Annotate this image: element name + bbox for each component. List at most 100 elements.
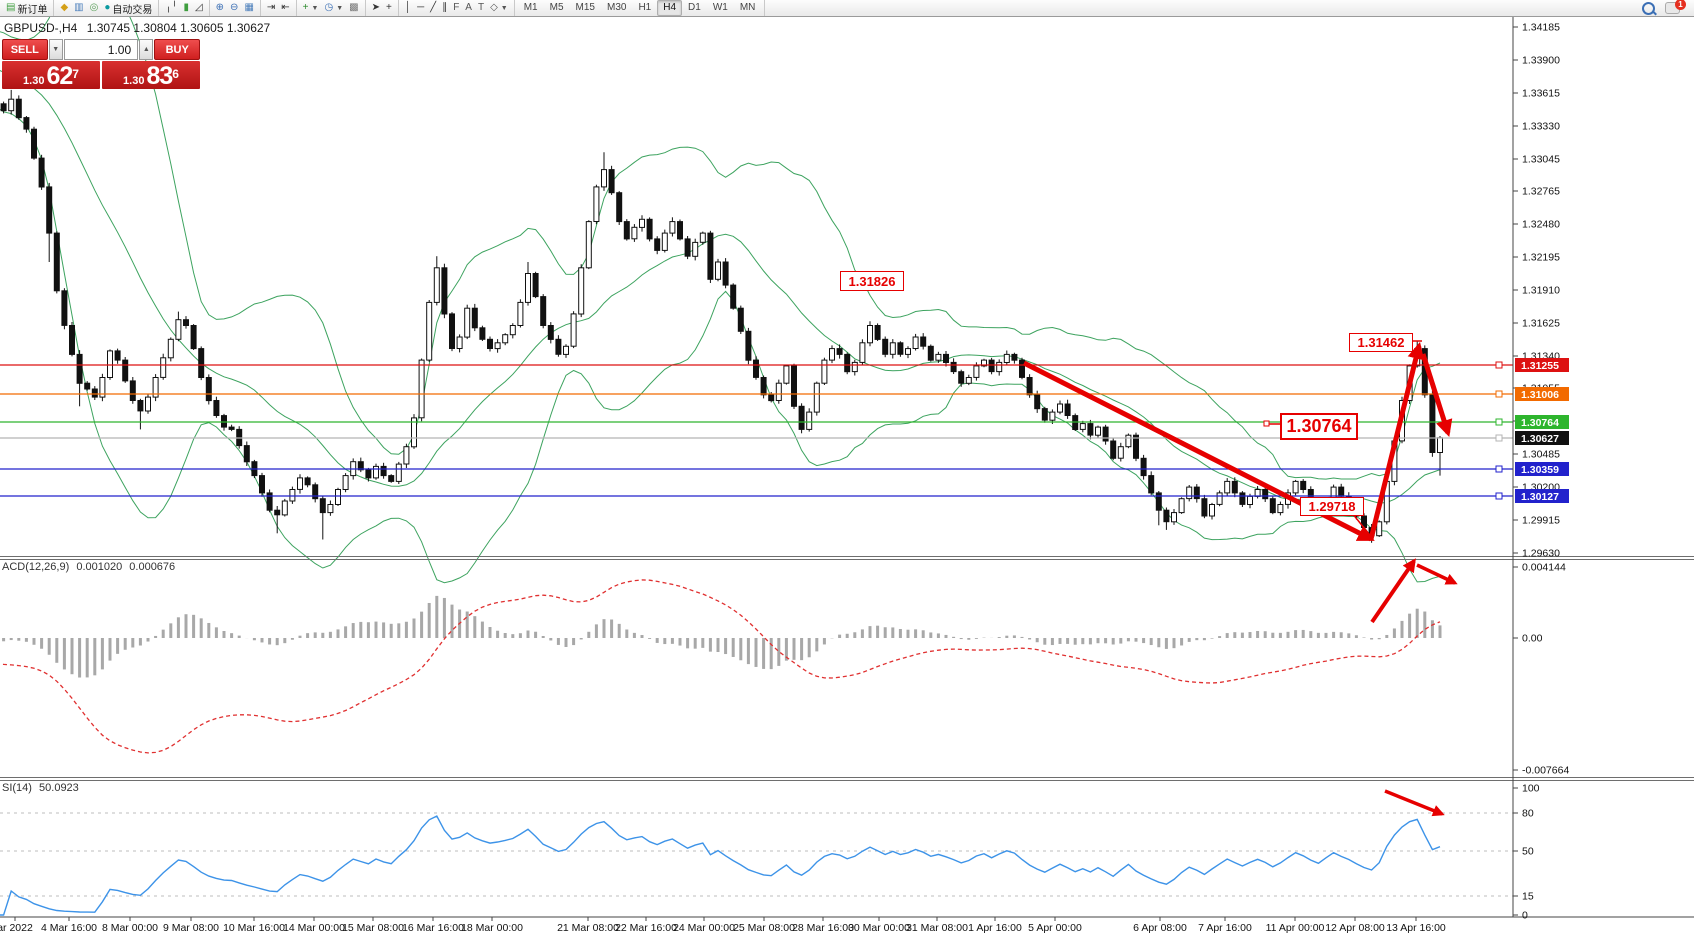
pane-separator (0, 559, 1694, 560)
label-icon[interactable]: T (475, 1, 487, 15)
price-annotation-1-29718[interactable]: 1.29718 (1300, 497, 1364, 516)
autotrade-button[interactable]: ● 自动交易 (101, 1, 155, 16)
timeframe-mn[interactable]: MN (739, 2, 756, 13)
macd-axis-label: 0.00 (1522, 633, 1543, 645)
new-order-button[interactable]: ▤ 新订单 (3, 1, 50, 16)
volume-decrease-button[interactable]: ▼ (48, 39, 63, 60)
axis-price-box (1515, 358, 1569, 372)
timeframe-w1[interactable]: W1 (712, 2, 728, 13)
macd-axis-label: 0.004144 (1522, 562, 1566, 574)
zoom-out-icon[interactable]: ⊖ (227, 1, 241, 15)
crosshair-icon[interactable]: + (383, 1, 395, 15)
timeframe-toolbar: M1 M5 M15 M30 H1 H4 D1 W1 MN (515, 0, 766, 16)
candlestick-series (0, 89, 1443, 543)
macd-signal-value: 0.000676 (129, 561, 176, 573)
x-axis-label: 5 Apr 00:00 (1028, 922, 1082, 934)
notification-badge: 1 (1675, 0, 1686, 10)
timeframe-h1[interactable]: H1 (638, 2, 652, 13)
sell-button[interactable]: SELL (2, 39, 48, 60)
indicators-icon[interactable]: + ▼ (300, 1, 322, 15)
toolbar-right: 1 (1642, 0, 1694, 15)
search-icon[interactable] (1642, 1, 1655, 15)
text-icon[interactable]: A (462, 1, 475, 15)
y-axis-label: 1.29915 (1522, 515, 1560, 527)
chart-shift-icon: ⇤ (281, 2, 290, 13)
macd-name: ACD(12,26,9) (2, 561, 70, 573)
axis-price-box (1515, 431, 1569, 445)
y-axis-label: 1.29630 (1522, 548, 1560, 560)
price-annotation-1-30764[interactable]: 1.30764 (1280, 413, 1358, 440)
x-axis-label: 12 Apr 08:00 (1325, 922, 1385, 934)
chat-icon[interactable]: 1 (1665, 0, 1686, 14)
volume-increase-button[interactable]: ▲ (139, 39, 154, 60)
timeframe-m5[interactable]: M5 (549, 2, 564, 13)
volume-input[interactable]: 1.00 (63, 39, 139, 60)
pane-separator (0, 556, 1694, 557)
x-axis-label: 6 Apr 08:00 (1133, 922, 1187, 934)
sell-price-display[interactable]: 1.30 62 7 (2, 61, 100, 89)
buy-price-display[interactable]: 1.30 83 6 (102, 61, 200, 89)
chart-shift-icon[interactable]: ⇤ (278, 1, 292, 15)
rsi-name: SI(14) (2, 782, 32, 794)
y-axis-label: 1.34185 (1522, 22, 1560, 34)
x-axis-label: 28 Mar 16:00 (792, 922, 854, 934)
timeframe-h4[interactable]: H4 (657, 0, 683, 16)
toolbar-group: ⇥ ⇤ (261, 0, 297, 16)
text-icon: A (465, 2, 472, 13)
price-line-handle (1495, 434, 1503, 442)
price-line-handle (1495, 418, 1503, 426)
buy-button[interactable]: BUY (154, 39, 200, 60)
toolbox-icon[interactable]: ◆ (57, 1, 71, 15)
cursor-icon[interactable]: ➤ (369, 1, 383, 15)
x-axis-label: 11 Apr 00:00 (1266, 922, 1325, 934)
autotrade-button-label: 自动交易 (112, 4, 153, 16)
buy-price-pips: 83 (146, 62, 173, 90)
tile-windows-icon[interactable]: ▦ (241, 1, 256, 15)
line-chart-icon[interactable]: ◿ (192, 1, 206, 15)
macd-signal-line (0, 579, 1441, 754)
axis-price-box-label: 1.31006 (1521, 389, 1559, 401)
x-axis-label: 14 Mar 00:00 (283, 922, 345, 934)
x-axis-label: 21 Mar 08:00 (557, 922, 619, 934)
timeframe-m15[interactable]: M15 (575, 2, 595, 13)
trendline-icon[interactable]: ╱ (427, 1, 439, 15)
pane-separator (0, 780, 1694, 781)
line-chart-icon: ◿ (194, 2, 203, 13)
symbol-period-label: GBPUSD-,H4 (4, 21, 78, 35)
sell-price-point: 7 (72, 67, 79, 81)
zoom-in-icon[interactable]: ⊕ (213, 1, 227, 15)
timeframe-m30[interactable]: M30 (606, 2, 627, 13)
macd-arrow (1370, 558, 1416, 624)
bar-chart-icon[interactable]: ╷╵ (162, 1, 180, 15)
hline-icon[interactable]: ─ (414, 1, 427, 15)
axis-price-box (1515, 415, 1569, 429)
price-annotation-1-31462[interactable]: 1.31462 (1349, 333, 1413, 352)
period-icon[interactable]: ◷ ▼ (321, 1, 346, 15)
y-axis-label: 1.30485 (1522, 449, 1560, 461)
candlestick-chart-icon[interactable]: ▮ (180, 1, 192, 15)
fibonacci-icon[interactable]: F (450, 1, 462, 15)
timeframe-d1[interactable]: D1 (688, 2, 701, 13)
sell-price-pips: 62 (46, 62, 73, 90)
x-axis-label: 25 Mar 08:00 (733, 922, 795, 934)
one-click-trade-panel: SELL ▼ 1.00 ▲ BUY 1.30 62 7 1.30 83 6 (2, 39, 200, 89)
zoom-in-icon: ⊕ (215, 2, 225, 13)
auto-scroll-icon[interactable]: ⇥ (264, 1, 278, 15)
rsi-line (0, 815, 1441, 916)
price-line-handle (1495, 361, 1503, 369)
shapes-icon[interactable]: ◇ ▼ (487, 1, 511, 15)
trendline-icon: ╱ (430, 2, 437, 13)
templates-icon[interactable]: ▩ (346, 1, 361, 15)
macd-arrow (1416, 563, 1458, 585)
axis-price-box (1515, 489, 1569, 503)
channel-icon[interactable]: ∥ (439, 1, 450, 15)
timeframe-m1[interactable]: M1 (523, 2, 538, 13)
rsi-arrow (1384, 789, 1445, 817)
vline-icon[interactable]: │ (402, 1, 414, 15)
market-watch-icon[interactable]: ▥ (71, 1, 86, 15)
toolbox-icon: ◆ (60, 2, 69, 13)
price-annotation-1-31826[interactable]: 1.31826 (840, 271, 904, 291)
signals-icon[interactable]: ◎ (87, 1, 102, 15)
chevron-down-icon: ▼ (500, 4, 508, 12)
